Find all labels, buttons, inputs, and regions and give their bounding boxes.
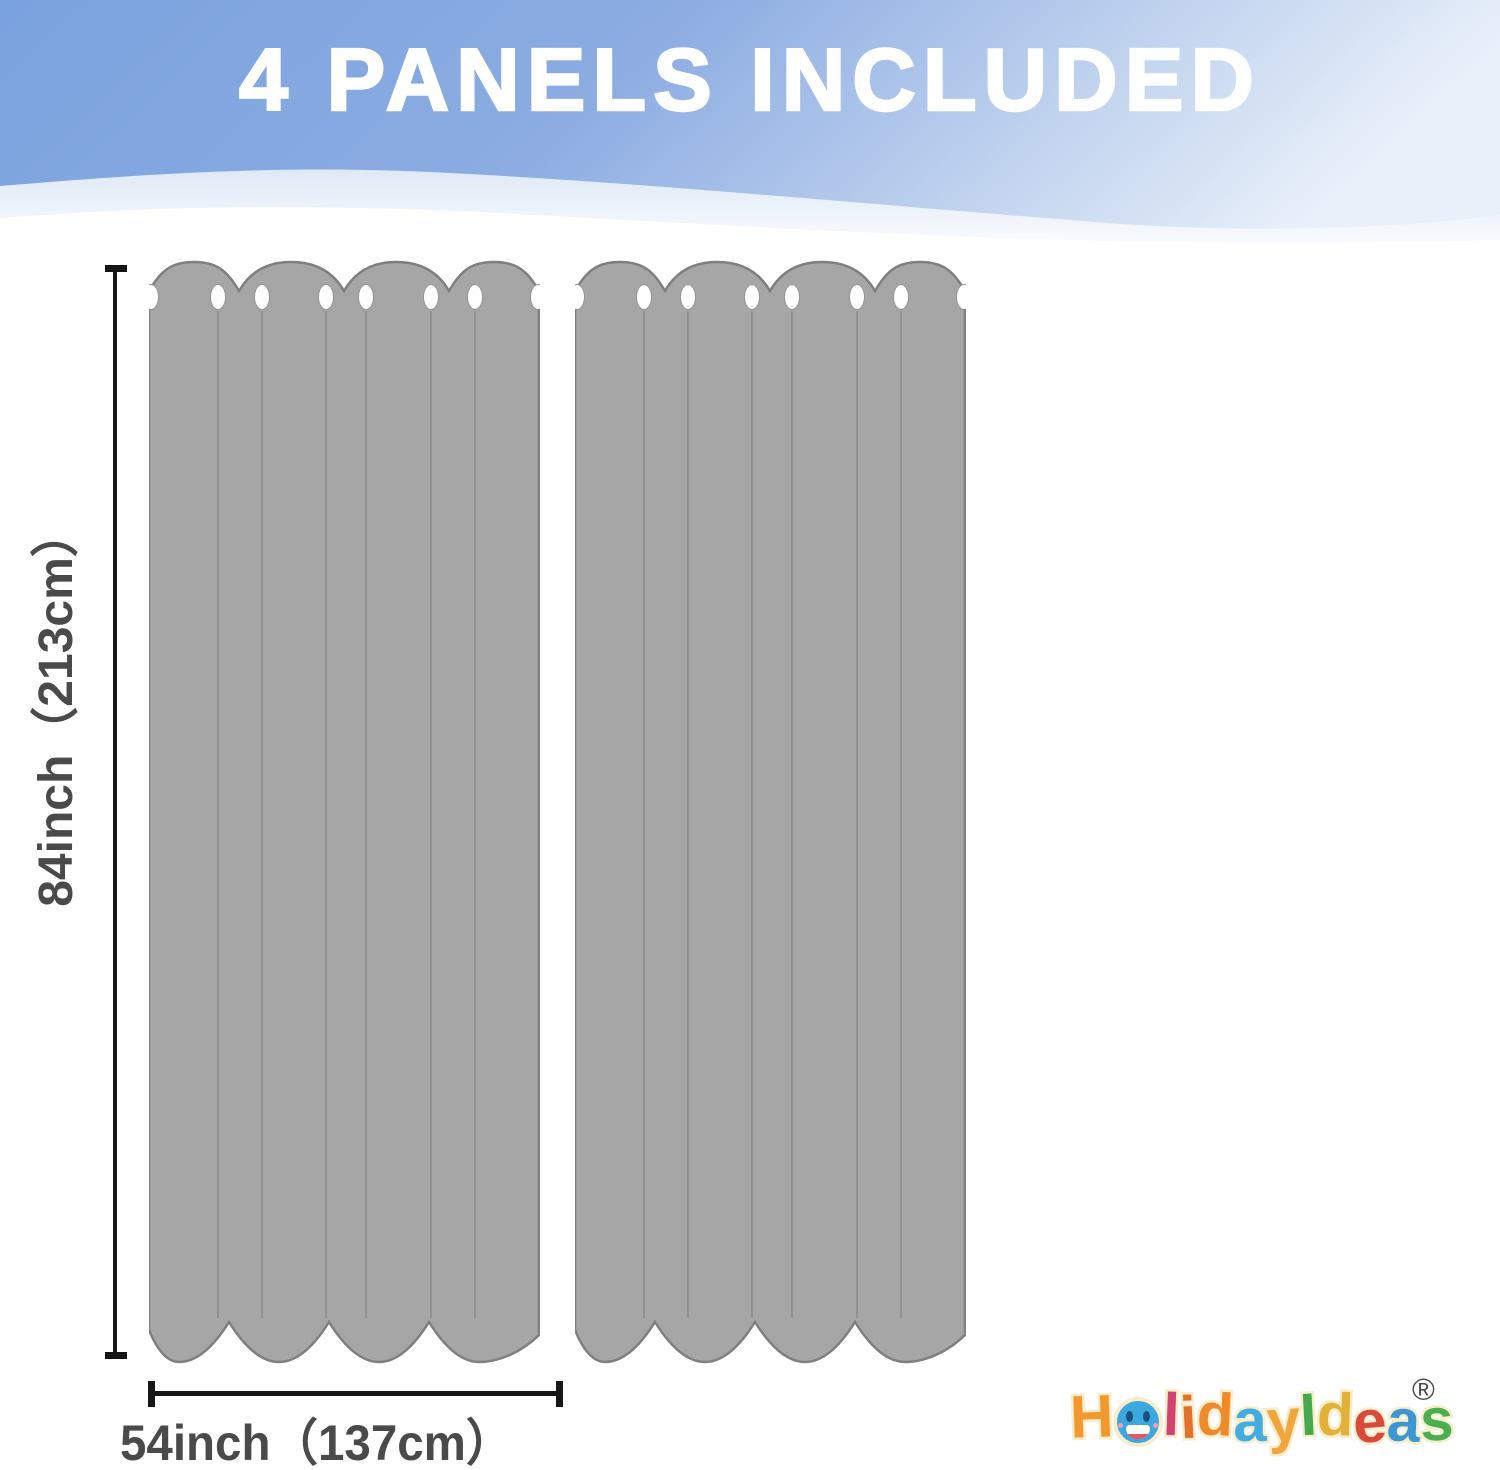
brand-letter: d [1192,1378,1237,1452]
curtain-panel-right [575,260,966,1364]
smiley-cheek-right [1153,1423,1159,1428]
width-dimension-line [151,1391,560,1396]
height-dimension-label: 84inch（213cm） [30,509,83,907]
brand-letter-glyph: y [1262,1383,1305,1457]
header-wave-background [0,0,1500,250]
brand-letter-glyph: H [1066,1380,1117,1453]
brand-letter: o [1113,1391,1164,1451]
height-dimension-cap-top [105,265,127,272]
brand-letter-glyph: d [1192,1378,1237,1452]
width-dimension-cap-right [556,1381,563,1407]
brand-letter-glyph: d [1313,1378,1357,1451]
brand-letter: H [1066,1380,1117,1453]
smiley-eye-left [1126,1411,1134,1422]
header-banner: 4 PANELS INCLUDED [0,0,1500,250]
header-title: 4 PANELS INCLUDED [238,30,1261,129]
size-options-list [1022,0,1492,1300]
brand-letter: y [1262,1383,1305,1457]
brand-letter: a [1231,1388,1269,1453]
smiley-cheek-left [1118,1423,1124,1428]
brand-letter-glyph: e [1348,1384,1392,1459]
height-dimension-line [113,270,117,1355]
curtain-panel-left [149,260,540,1364]
brand-letter-glyph: a [1231,1387,1269,1454]
brand-logo: HolidayIdeas [1066,1378,1457,1459]
width-dimension-label: 54inch（137cm） [120,1415,514,1470]
brand-letter: e [1348,1384,1392,1459]
height-dimension-cap-bottom [105,1352,127,1359]
smiley-lip [1126,1434,1151,1439]
smiley-eye-right [1143,1411,1151,1422]
smiley-face-icon [1113,1397,1164,1447]
brand-letter: d [1313,1378,1357,1451]
registered-trademark-icon: ® [1412,1372,1435,1407]
smiley-mouth [1126,1425,1151,1439]
header-white-wave [0,207,1500,250]
width-dimension-cap-left [148,1381,155,1407]
